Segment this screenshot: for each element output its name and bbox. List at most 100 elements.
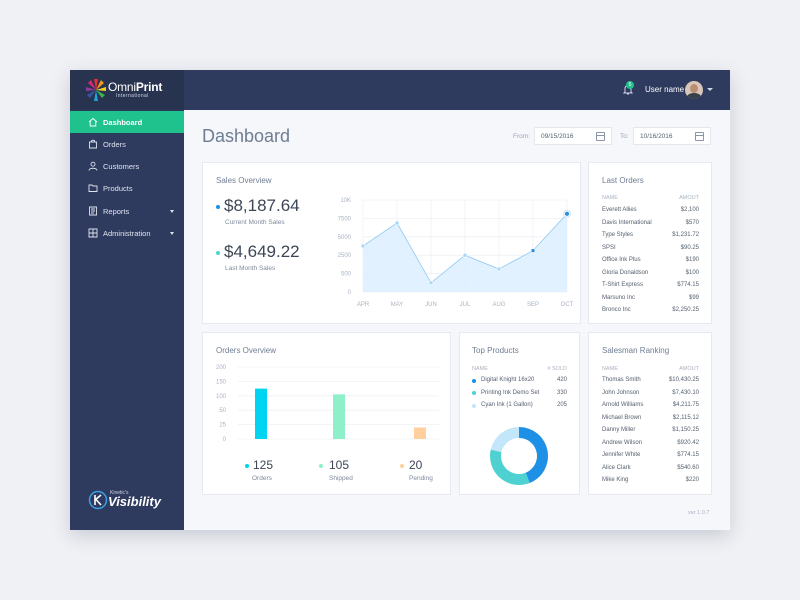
table-row-name[interactable]: Everett Allies xyxy=(602,207,637,213)
to-date-value: 10/16/2016 xyxy=(640,133,673,140)
bar-shipped[interactable] xyxy=(333,394,345,439)
sidebar-item-administration[interactable]: Administration xyxy=(70,222,184,244)
pending-dot xyxy=(400,464,404,468)
chevron-down-icon[interactable] xyxy=(707,88,713,91)
table-row-name[interactable]: Alice Clark xyxy=(602,464,631,471)
data-point[interactable] xyxy=(530,248,536,253)
sidebar-item-label: Customers xyxy=(103,162,140,171)
orders-count: 125 xyxy=(253,458,274,472)
username-label[interactable]: User name xyxy=(645,85,685,94)
sidebar-item-dashboard[interactable]: Dashboard xyxy=(70,111,184,133)
visibility-logo-icon xyxy=(88,490,108,510)
calendar-icon[interactable] xyxy=(596,132,605,141)
table-row-name[interactable]: Type Styles xyxy=(602,232,634,238)
table-row-name[interactable]: John Johnson xyxy=(602,389,640,396)
card-title: Salesman Ranking xyxy=(602,346,670,355)
table-row-value: $99 xyxy=(688,294,699,301)
table-row-name[interactable]: Printing Ink Demo Set xyxy=(481,389,540,396)
table-row-name[interactable]: Marsuno Inc xyxy=(602,294,636,301)
y-tick-label: 500 xyxy=(341,272,352,278)
donut-slice[interactable] xyxy=(490,427,519,453)
avatar[interactable] xyxy=(685,81,703,99)
salesman-ranking-card: Salesman Ranking NAME AMOUT Thomas Smith… xyxy=(588,332,712,495)
top-products-donut-chart xyxy=(489,427,549,486)
brand-logo[interactable]: OmniPrint International xyxy=(70,70,184,110)
shipped-label: Shipped xyxy=(329,475,353,482)
sidebar: Dashboard Orders Customers Products Repo… xyxy=(70,110,184,530)
column-header-amount: AMOUT xyxy=(679,195,699,201)
current-month-sales-label: Current Month Sales xyxy=(225,219,285,226)
table-row-name[interactable]: Mike King xyxy=(602,477,629,483)
table-row-value: $570 xyxy=(685,219,699,226)
table-row-name[interactable]: Cyan Ink (1 Gallon) xyxy=(481,402,533,408)
donut-slice[interactable] xyxy=(489,449,530,486)
x-tick-label: MAY xyxy=(391,302,404,308)
folder-icon xyxy=(88,184,98,192)
data-point[interactable] xyxy=(564,211,570,217)
bar-pending[interactable] xyxy=(414,427,426,439)
current-month-sales-value: $8,187.64 xyxy=(224,196,300,215)
from-label: From: xyxy=(513,133,530,140)
x-tick-label: JUL xyxy=(460,302,471,308)
donut-slice[interactable] xyxy=(519,427,549,483)
calendar-icon[interactable] xyxy=(695,132,704,141)
table-row-name[interactable]: Office Ink Plus xyxy=(602,257,641,263)
orders-dot xyxy=(245,464,249,468)
table-row-name[interactable]: SPSI xyxy=(602,244,616,251)
last-month-dot xyxy=(216,251,220,255)
sidebar-item-customers[interactable]: Customers xyxy=(70,155,184,177)
column-header-name: NAME xyxy=(602,366,618,372)
from-date-value: 09/15/2016 xyxy=(541,133,574,140)
data-point[interactable] xyxy=(462,252,468,258)
to-date-input[interactable]: 10/16/2016 xyxy=(633,127,711,145)
y-tick-label: 5000 xyxy=(338,235,352,241)
x-tick-label: APR xyxy=(357,302,370,308)
sidebar-item-label: Reports xyxy=(103,207,130,216)
table-row-name[interactable]: T-Shirt Express xyxy=(602,282,644,288)
user-icon xyxy=(88,161,98,171)
visibility-logo-text: Visibility xyxy=(108,494,161,509)
sidebar-item-orders[interactable]: Orders xyxy=(70,133,184,155)
table-row-value: $4,211.75 xyxy=(672,402,699,408)
notification-badge: 5 xyxy=(626,81,634,89)
table-row-name[interactable]: Thomas Smith xyxy=(602,377,641,383)
x-tick-label: OCT xyxy=(561,302,574,308)
bar-orders[interactable] xyxy=(255,388,267,439)
version-label: ver 1.0.7 xyxy=(688,510,710,516)
y-tick-label: 0 xyxy=(223,437,227,443)
table-row-name[interactable]: Danny Miller xyxy=(602,427,636,433)
last-month-sales-label: Last Month Sales xyxy=(225,265,276,272)
sidebar-item-products[interactable]: Products xyxy=(70,177,184,199)
table-row-value: $1,231.72 xyxy=(672,232,699,238)
pending-label: Pending xyxy=(409,475,433,482)
x-tick-label: JUN xyxy=(425,302,437,308)
orders-overview-card: Orders Overview 0 25 50 100 150 200 125 Order… xyxy=(202,332,451,495)
card-title: Sales Overview xyxy=(216,176,272,185)
grid-icon xyxy=(88,228,98,238)
brand-sub: International xyxy=(116,93,149,99)
data-point[interactable] xyxy=(428,280,434,286)
x-tick-label: AUG xyxy=(492,302,505,308)
table-row-name[interactable]: Gloria Donaldson xyxy=(602,269,649,276)
data-point[interactable] xyxy=(360,243,366,249)
table-row-name[interactable]: Jennifer White xyxy=(602,452,641,458)
data-point[interactable] xyxy=(496,266,502,272)
current-month-dot xyxy=(216,205,220,209)
table-row-value: $7,430.10 xyxy=(672,389,699,396)
column-header-name: NAME xyxy=(472,366,488,372)
from-date-input[interactable]: 09/15/2016 xyxy=(534,127,612,145)
table-row-name[interactable]: Andrew Wilson xyxy=(602,439,643,446)
data-point[interactable] xyxy=(394,220,400,226)
table-row-name[interactable]: Michael Brown xyxy=(602,414,642,421)
visibility-logo-small: Kinetic's xyxy=(110,490,129,496)
sidebar-item-reports[interactable]: Reports xyxy=(70,200,184,222)
table-row-name[interactable]: Arnold Williams xyxy=(602,402,644,408)
brand-name: OmniPrint xyxy=(108,80,163,94)
table-row-name[interactable]: Digital Knight 16x20 xyxy=(481,377,535,383)
to-label: To: xyxy=(620,133,629,140)
table-row-name[interactable]: Bronco Inc xyxy=(602,307,631,313)
table-row-name[interactable]: Davis International xyxy=(602,219,652,226)
y-tick-label: 50 xyxy=(219,408,226,414)
y-tick-label: 150 xyxy=(216,379,227,385)
y-tick-label: 200 xyxy=(216,365,227,371)
